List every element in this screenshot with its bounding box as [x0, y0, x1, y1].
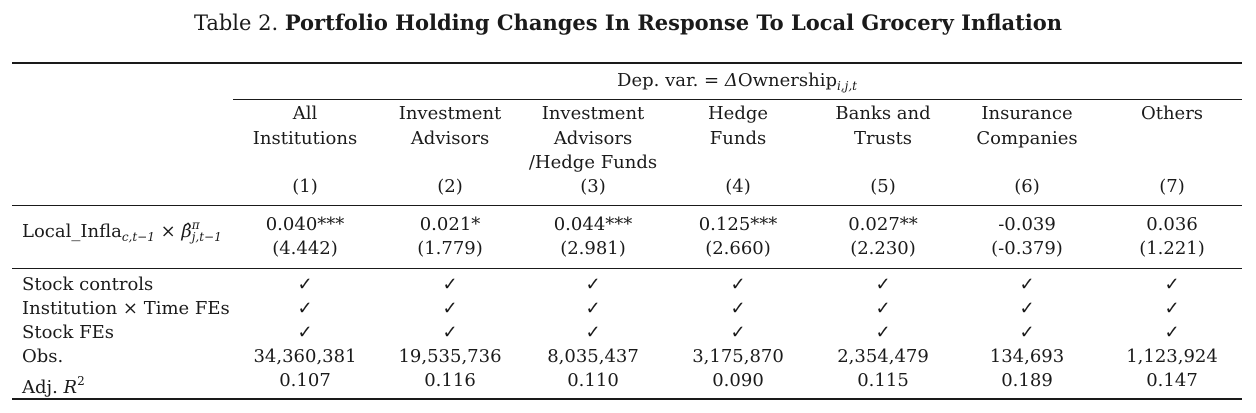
- column-header-line: Advisors: [410, 127, 490, 149]
- checkmark: ✓: [297, 298, 313, 319]
- checkmark: ✓: [442, 274, 458, 295]
- checkmark: ✓: [875, 274, 891, 295]
- adjr2-cell: 0.116: [424, 370, 476, 391]
- column-header-line: Funds: [709, 127, 767, 149]
- column-number: (6): [1014, 176, 1040, 197]
- regressor-label: Local_Inflac,t−1 × β̂πj,t−1: [22, 218, 222, 244]
- checkmark: ✓: [730, 274, 746, 295]
- column-header-line: /Hedge Funds: [528, 152, 658, 173]
- coefficient-cell: -0.039: [998, 214, 1056, 235]
- checkmark: ✓: [875, 298, 891, 319]
- adjr2-cell: 0.110: [567, 370, 619, 391]
- tstat-cell: (1.779): [417, 238, 483, 259]
- header-rule: [12, 205, 1242, 206]
- column-header-line: Others: [1140, 103, 1204, 124]
- checkmark: ✓: [1164, 298, 1180, 319]
- checkmark: ✓: [1019, 322, 1035, 343]
- tstat-cell: (2.981): [560, 238, 626, 259]
- checkmark: ✓: [297, 274, 313, 295]
- coefficient-cell: 0.027**: [848, 214, 918, 235]
- checkmark: ✓: [585, 298, 601, 319]
- adjr2-cell: 0.115: [857, 370, 909, 391]
- table-number: Table 2.: [193, 11, 279, 35]
- column-number: (2): [437, 176, 463, 197]
- obs-cell: 34,360,381: [253, 346, 357, 367]
- obs-cell: 3,175,870: [692, 346, 784, 367]
- checkmark: ✓: [1019, 298, 1035, 319]
- column-header-line: Companies: [976, 127, 1078, 149]
- checkmark: ✓: [585, 274, 601, 295]
- coefficient-cell: 0.036: [1146, 214, 1198, 235]
- tstat-cell: (4.442): [272, 238, 338, 259]
- column-number: (1): [292, 176, 318, 197]
- tstat-cell: (-0.379): [991, 238, 1063, 259]
- adjr2-cell: 0.147: [1146, 370, 1198, 391]
- checkmark: ✓: [1164, 322, 1180, 343]
- adjr2-cell: 0.090: [712, 370, 764, 391]
- checkmark: ✓: [730, 298, 746, 319]
- checkmark: ✓: [442, 322, 458, 343]
- top-rule: [12, 62, 1242, 64]
- coefficient-cell: 0.125***: [698, 214, 778, 235]
- column-header-line: All: [292, 103, 318, 124]
- adjr2-cell: 0.189: [1001, 370, 1053, 391]
- tstat-cell: (1.221): [1139, 238, 1205, 259]
- control-label: Institution × Time FEs: [22, 298, 230, 319]
- column-number: (7): [1159, 176, 1185, 197]
- column-header-line: Investment: [541, 103, 645, 124]
- obs-cell: 19,535,736: [398, 346, 502, 367]
- coefficient-rule: [12, 268, 1242, 269]
- tstat-cell: (2.660): [705, 238, 771, 259]
- column-header-line: Banks and: [835, 103, 931, 124]
- checkmark: ✓: [442, 298, 458, 319]
- coefficient-cell: 0.040***: [265, 214, 345, 235]
- column-header-line: Institutions: [252, 127, 358, 149]
- coefficient-cell: 0.044***: [553, 214, 633, 235]
- column-number: (3): [580, 176, 606, 197]
- adjr2-cell: 0.107: [279, 370, 331, 391]
- column-header-line: Investment: [398, 103, 502, 124]
- obs-label: Obs.: [22, 346, 64, 367]
- checkmark: ✓: [585, 322, 601, 343]
- table-title: Portfolio Holding Changes In Response To…: [284, 10, 1063, 35]
- bottom-rule: [12, 398, 1242, 400]
- dep-var-underline: [233, 99, 1242, 100]
- column-number: (5): [870, 176, 896, 197]
- coefficient-cell: 0.021*: [419, 214, 481, 235]
- column-header-line: Advisors: [553, 127, 633, 149]
- checkmark: ✓: [1019, 274, 1035, 295]
- obs-cell: 2,354,479: [837, 346, 929, 367]
- checkmark: ✓: [297, 322, 313, 343]
- control-label: Stock FEs: [22, 322, 114, 343]
- obs-cell: 134,693: [989, 346, 1065, 367]
- control-label: Stock controls: [22, 274, 154, 295]
- obs-cell: 8,035,437: [547, 346, 639, 367]
- dependent-variable-header: Dep. var. = ΔOwnershipi,j,t: [617, 70, 857, 93]
- tstat-cell: (2.230): [850, 238, 916, 259]
- adjr2-label: Adj. R2: [22, 374, 85, 398]
- table-caption: Table 2. Portfolio Holding Changes In Re…: [0, 10, 1256, 36]
- checkmark: ✓: [875, 322, 891, 343]
- column-header-line: Insurance: [981, 103, 1073, 124]
- checkmark: ✓: [1164, 274, 1180, 295]
- checkmark: ✓: [730, 322, 746, 343]
- column-number: (4): [725, 176, 751, 197]
- obs-cell: 1,123,924: [1126, 346, 1218, 367]
- column-header-line: Trusts: [854, 127, 912, 149]
- column-header-line: Hedge: [707, 103, 769, 124]
